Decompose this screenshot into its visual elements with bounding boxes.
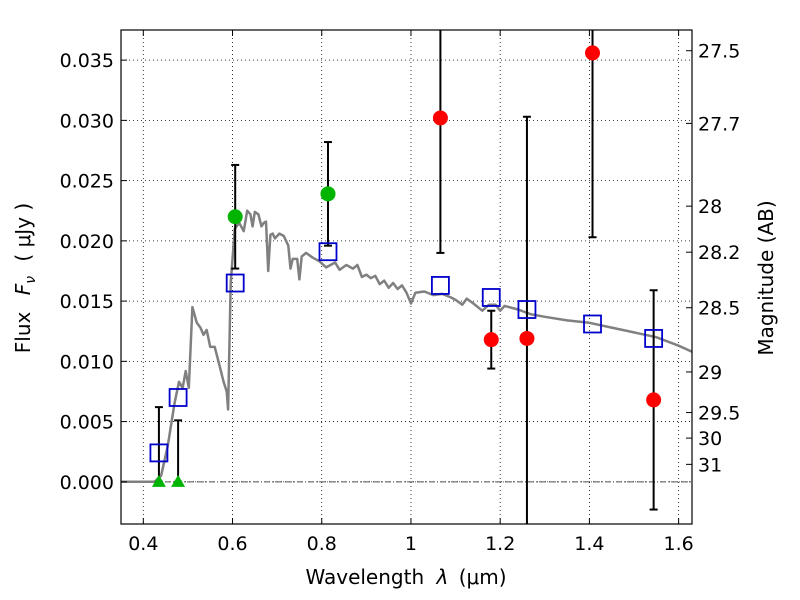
model-spectrum [121, 209, 692, 484]
model-photometry-square [583, 314, 602, 334]
model-photometry-square [517, 300, 537, 319]
measurement-point [519, 330, 535, 346]
y-tick-label: 0.010 [60, 351, 114, 373]
model-spectrum-line [121, 209, 692, 484]
mag-tick-label: 29.5 [698, 403, 740, 425]
x-tick-label: 1.4 [574, 533, 604, 555]
axis-ticks [121, 30, 692, 524]
tick-labels: 0.4 0.6 0.8 1 1.2 1.4 1.6 0.000 0.005 0.010 0.015 0… [60, 41, 741, 555]
mag-tick-label: 28.5 [698, 298, 740, 320]
magnitude-axis-label: Magnitude (AB) [754, 200, 778, 355]
plot-frame [120, 29, 693, 525]
y-tick-label: 0.015 [60, 291, 114, 313]
data-markers [149, 45, 664, 487]
measurement-point [483, 332, 499, 348]
model-photometry-square [481, 288, 501, 307]
y-tick-label: 0.020 [60, 231, 114, 253]
model-photometry-square [149, 443, 169, 463]
upper-limit-triangle [151, 474, 166, 487]
model-photometry-square [318, 242, 338, 262]
measurement-point [585, 45, 601, 61]
y-axis-label: Flux Fν ( μJy ) [11, 203, 40, 353]
model-photometry-square [644, 329, 664, 348]
measurement-point [646, 392, 662, 408]
y-tick-label: 0.005 [60, 412, 114, 434]
y-tick-label: 0.035 [60, 50, 114, 72]
detection-point [320, 186, 336, 202]
x-tick-label: 0.4 [128, 533, 158, 555]
model-photometry-square [431, 276, 450, 295]
x-tick-label: 1.2 [485, 533, 515, 555]
grid-lines [121, 30, 692, 524]
mag-tick-label: 29 [698, 362, 722, 384]
model-photometry-square [168, 388, 188, 407]
detection-point [227, 209, 243, 225]
mag-tick-label: 27.7 [698, 113, 740, 135]
mag-tick-label: 28.2 [698, 242, 740, 264]
upper-limit-triangle [171, 474, 186, 487]
mag-tick-label: 27.5 [698, 41, 740, 63]
mag-tick-label: 30 [698, 428, 722, 450]
mag-tick-label: 31 [698, 454, 722, 476]
model-photometry-square [225, 273, 245, 293]
y-tick-label: 0.030 [60, 110, 114, 132]
mag-tick-label: 28 [698, 196, 722, 218]
x-tick-label: 1 [405, 533, 417, 555]
measurement-point [432, 110, 448, 126]
x-tick-label: 0.6 [217, 533, 247, 555]
y-tick-label: 0.000 [60, 472, 114, 494]
x-tick-label: 0.8 [307, 533, 337, 555]
y-tick-label: 0.025 [60, 171, 114, 193]
x-axis-label: Wavelength λ (μm) [305, 565, 506, 589]
x-tick-label: 1.6 [664, 533, 694, 555]
